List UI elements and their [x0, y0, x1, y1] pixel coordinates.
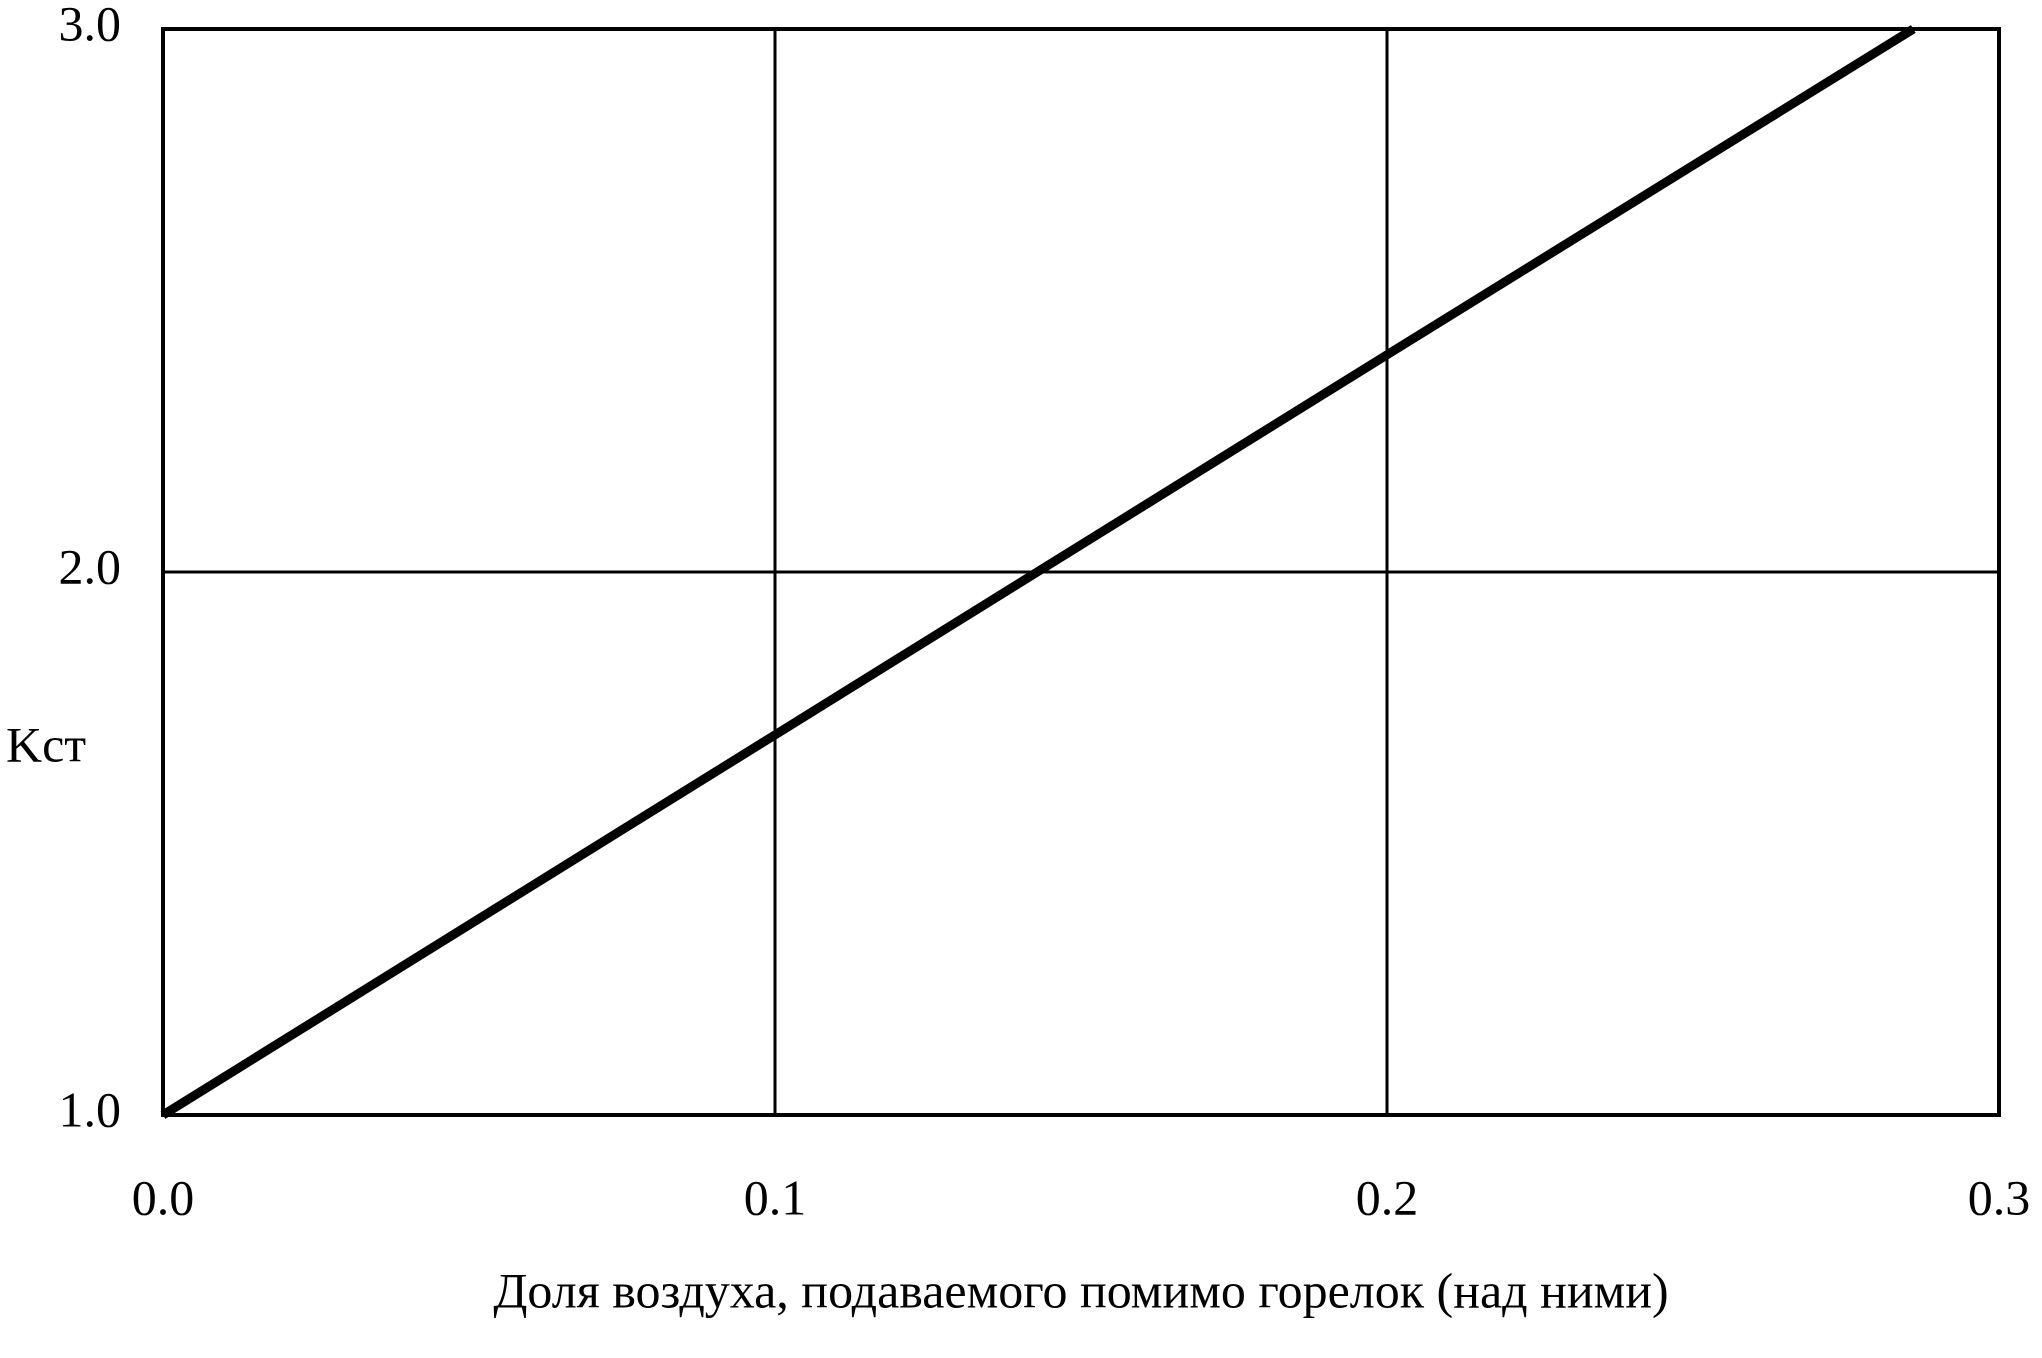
y-tick-label: 1.0 — [59, 1081, 122, 1137]
data-line — [160, 25, 1916, 1119]
y-axis-label: Kст — [6, 716, 86, 772]
x-tick-label: 0.3 — [1968, 1169, 2031, 1225]
plot-frame — [161, 27, 2001, 1117]
x-axis-label: Доля воздуха, подаваемого помимо горелок… — [493, 1262, 1668, 1318]
x-tick-label: 0.2 — [1356, 1169, 1419, 1225]
y-tick-label: 2.0 — [59, 538, 122, 594]
y-tick-label: 3.0 — [59, 0, 122, 51]
x-tick-label: 0.0 — [132, 1169, 195, 1225]
x-tick-label: 0.1 — [744, 1169, 807, 1225]
